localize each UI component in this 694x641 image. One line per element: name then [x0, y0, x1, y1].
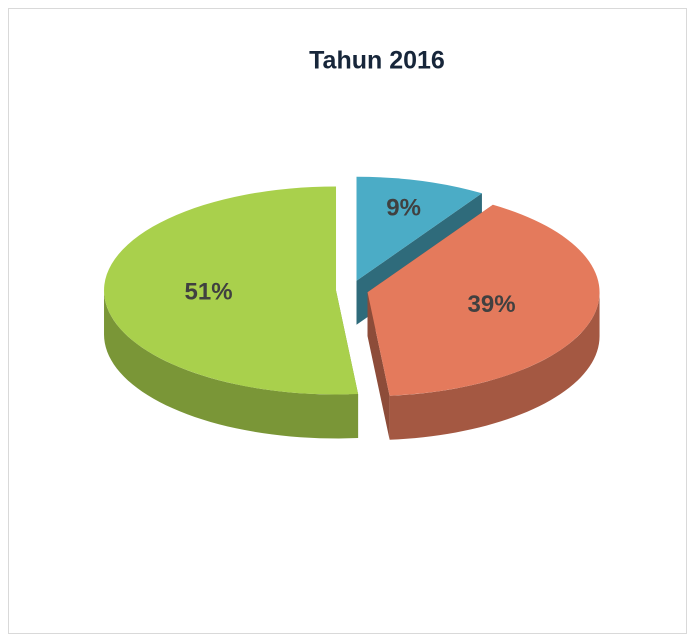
- slice-wall: [367, 292, 390, 440]
- slice-top: [104, 186, 359, 395]
- slice-side: [104, 290, 359, 439]
- slice-side: [389, 292, 600, 440]
- pie-slice: [367, 204, 600, 440]
- slice-top: [367, 204, 600, 396]
- pie-slice: [104, 186, 359, 439]
- slice-top: [356, 176, 482, 281]
- data-label: 9%: [386, 194, 421, 221]
- data-label: 51%: [185, 279, 233, 306]
- data-label: 39%: [468, 291, 516, 318]
- chart-title: Tahun 2016: [309, 47, 445, 75]
